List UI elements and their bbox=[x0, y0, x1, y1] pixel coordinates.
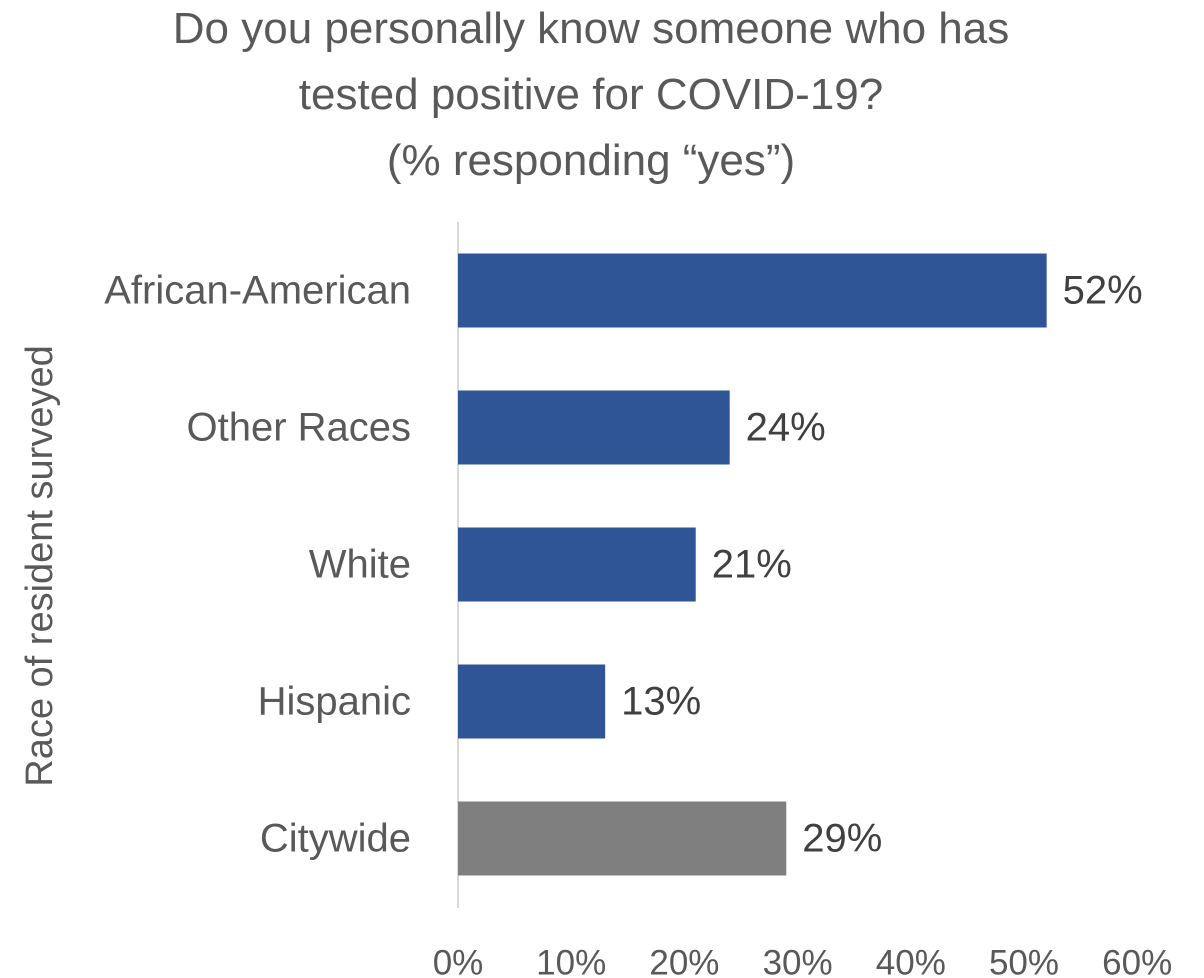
chart-title-line-1: Do you personally know someone who has bbox=[172, 4, 1010, 53]
chart-title-line-2: tested positive for COVID-19? bbox=[298, 70, 884, 119]
x-tick-label: 10% bbox=[536, 944, 606, 978]
y-axis-title: Race of resident surveyed bbox=[19, 345, 61, 786]
x-tick-label: 20% bbox=[649, 944, 719, 978]
category-label: White bbox=[309, 543, 411, 587]
category-label: Other Races bbox=[186, 406, 411, 450]
category-label: Citywide bbox=[260, 817, 411, 861]
data-label: 52% bbox=[1063, 269, 1143, 313]
plot-area: African-American 52% Other Races 24% White 21… bbox=[104, 222, 1172, 978]
data-label: 21% bbox=[712, 543, 792, 587]
category-label: Hispanic bbox=[258, 680, 411, 724]
bar-citywide bbox=[458, 801, 787, 876]
x-tick-label: 60% bbox=[1102, 944, 1172, 978]
category-label: African-American bbox=[104, 269, 411, 313]
chart-title-line-3: (% responding “yes”) bbox=[386, 136, 796, 185]
data-label: 24% bbox=[746, 406, 826, 450]
x-tick-label: 50% bbox=[989, 944, 1059, 978]
x-tick-label: 40% bbox=[876, 944, 946, 978]
data-label: 13% bbox=[621, 680, 701, 724]
bar-hispanic bbox=[458, 664, 606, 739]
x-tick-label: 0% bbox=[433, 944, 484, 978]
x-tick-label: 30% bbox=[763, 944, 833, 978]
bar-african-american bbox=[458, 253, 1047, 328]
bar-other-races bbox=[458, 390, 730, 465]
bar-white bbox=[458, 527, 696, 602]
data-label: 29% bbox=[802, 817, 882, 861]
